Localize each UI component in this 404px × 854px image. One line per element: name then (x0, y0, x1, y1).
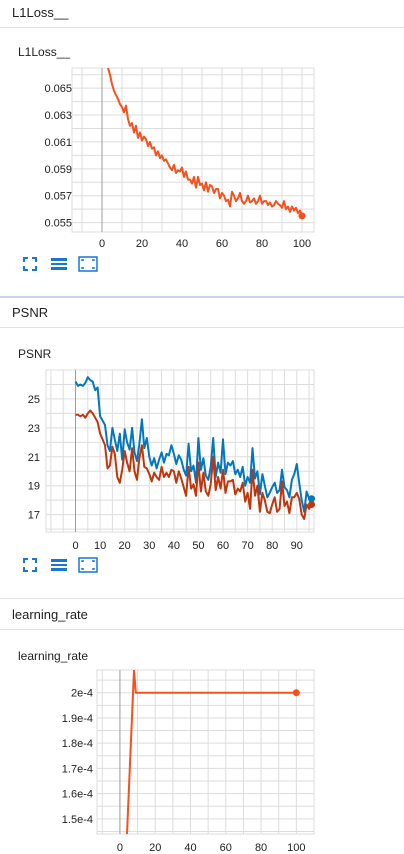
x-tick-label: 60 (216, 238, 228, 250)
chart-title: PSNR (18, 347, 52, 361)
x-tick-label: 60 (220, 842, 232, 854)
x-tick-label: 20 (119, 540, 131, 552)
y-tick-label: 1.8e-4 (62, 738, 93, 750)
y-tick-label: 0.063 (44, 110, 72, 122)
y-tick-label: 1.5e-4 (62, 814, 93, 826)
x-tick-label: 100 (287, 842, 305, 854)
x-tick-label: 0 (117, 842, 123, 854)
series-last-point (292, 689, 300, 697)
x-tick-label: 0 (99, 238, 105, 250)
x-tick-label: 20 (149, 842, 161, 854)
fit-domain-icon[interactable] (22, 557, 40, 573)
learning-rate-chart: 0 20 40 60 80 100 1.5e-4 1.6e-4 1.7e-4 1.8e-4 1.9e… (62, 669, 315, 854)
section-rule (0, 27, 404, 28)
y-tick-label: 0.059 (44, 164, 72, 176)
x-tick-label: 90 (291, 540, 303, 552)
plot-frame (71, 67, 315, 233)
series-last-point (298, 212, 306, 220)
chart-title: L1Loss__ (18, 45, 71, 59)
y-tick-label: 1.9e-4 (62, 713, 93, 725)
y-tick-label: 0.055 (44, 218, 72, 230)
x-tick-label: 80 (266, 540, 278, 552)
toggle-y-log-icon[interactable] (50, 256, 68, 272)
expand-icon[interactable] (78, 557, 98, 573)
series-line (126, 670, 297, 834)
series-line (74, 376, 312, 513)
y-tick-label: 19 (28, 481, 40, 493)
section-divider (0, 296, 404, 298)
section-divider (0, 598, 404, 599)
x-tick-label: 60 (217, 540, 229, 552)
x-tick-label: 100 (293, 238, 311, 250)
plot-frame (45, 369, 315, 533)
x-tick-label: 40 (184, 842, 196, 854)
x-tick-label: 10 (94, 540, 106, 552)
series-last-point (308, 495, 316, 503)
section-rule (0, 629, 404, 630)
psnr-chart: 0 10 20 30 40 50 60 70 80 90 17 19 21 23 25 (28, 369, 316, 552)
x-tick-label: 30 (143, 540, 155, 552)
l1loss-chart: 0 20 40 60 80 100 0.055 0.057 0.059 0.061 0.063 0.0… (44, 67, 315, 250)
y-tick-label: 0.061 (44, 137, 72, 149)
x-tick-label: 80 (255, 842, 267, 854)
section-header-psnr[interactable]: PSNR (0, 300, 404, 328)
fit-domain-icon[interactable] (22, 256, 40, 272)
section-title: L1Loss__ (12, 5, 69, 20)
x-tick-label: 20 (136, 238, 148, 250)
y-tick-label: 1.6e-4 (62, 789, 93, 801)
y-tick-label: 21 (28, 452, 40, 464)
chart-title: learning_rate (18, 649, 89, 663)
series-line (107, 68, 303, 217)
series-line (75, 409, 313, 520)
toggle-y-log-icon[interactable] (50, 557, 68, 573)
x-tick-label: 80 (256, 238, 268, 250)
x-tick-label: 40 (168, 540, 180, 552)
x-tick-label: 50 (192, 540, 204, 552)
y-tick-label: 0.057 (44, 191, 72, 203)
x-tick-label: 0 (72, 540, 78, 552)
section-header-learning-rate[interactable]: learning_rate (0, 602, 404, 630)
x-tick-label: 40 (176, 238, 188, 250)
y-tick-label: 23 (28, 423, 40, 435)
y-tick-label: 1.7e-4 (62, 763, 93, 775)
x-tick-label: 70 (241, 540, 253, 552)
plot-frame (96, 669, 315, 835)
section-rule (0, 327, 404, 328)
section-title: PSNR (12, 305, 49, 320)
section-header-l1loss[interactable]: L1Loss__ (0, 0, 404, 28)
expand-icon[interactable] (78, 256, 98, 272)
section-title: learning_rate (12, 607, 88, 622)
y-tick-label: 0.065 (44, 83, 72, 95)
series-last-point (308, 501, 316, 509)
y-tick-label: 2e-4 (71, 688, 93, 700)
y-tick-label: 25 (28, 394, 40, 406)
y-tick-label: 17 (28, 510, 40, 522)
